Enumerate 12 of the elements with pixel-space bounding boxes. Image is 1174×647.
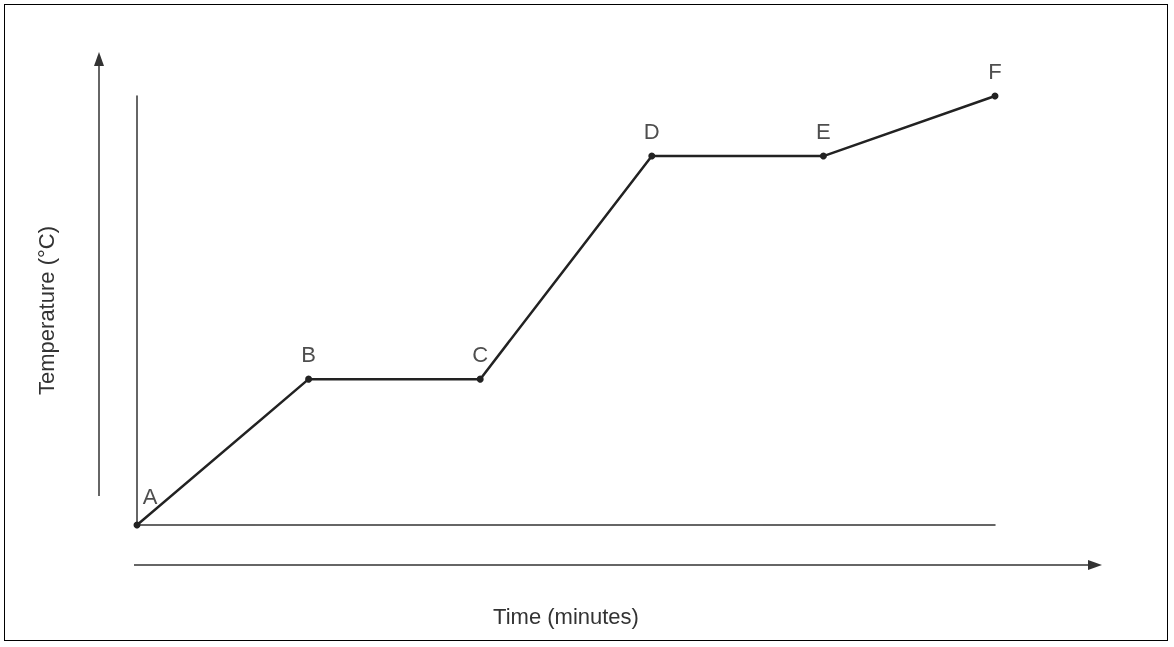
annotation: D [643, 118, 660, 144]
annotation: A [142, 483, 158, 509]
annotation: F [988, 58, 1002, 84]
point [648, 152, 656, 160]
x-axis-title: Time (minutes) [493, 603, 639, 629]
annotation: C [472, 341, 489, 367]
y-axis-title: Temperature (°C) [33, 226, 59, 395]
point [819, 152, 827, 160]
annotation: E [816, 118, 831, 144]
point [305, 375, 313, 383]
point [476, 375, 484, 383]
annotation: B [301, 341, 316, 367]
